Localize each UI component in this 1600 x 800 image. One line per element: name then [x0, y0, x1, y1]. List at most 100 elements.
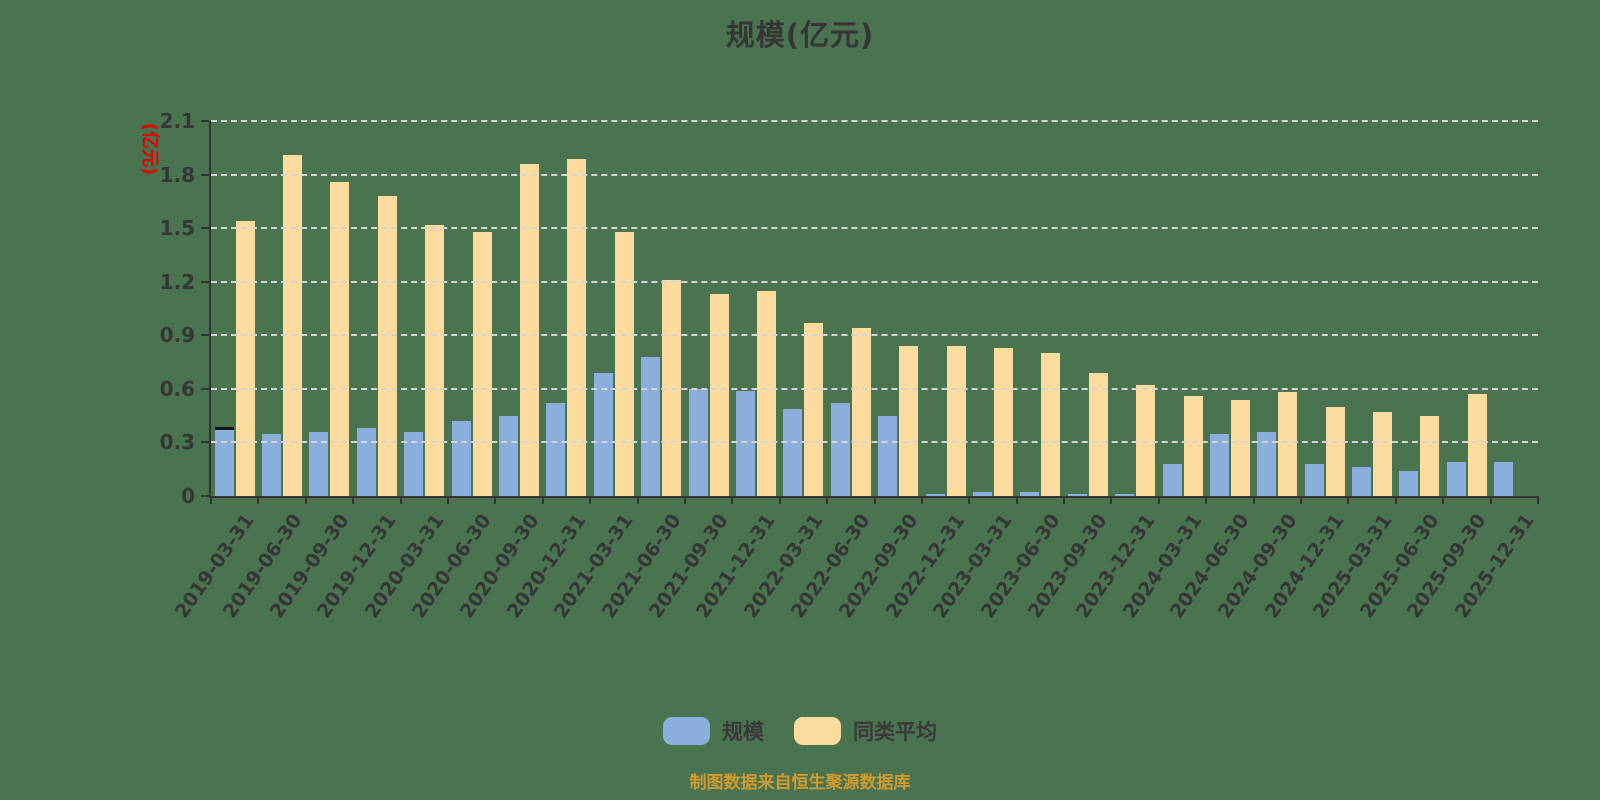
- bar-average-2023-03-31[interactable]: [993, 347, 1013, 496]
- x-axis-tick-13: [826, 496, 829, 504]
- bar-group-2025-03-31: [1348, 121, 1395, 496]
- bar-scale-2025-03-31[interactable]: [1352, 467, 1372, 496]
- bar-average-2019-06-30[interactable]: [283, 154, 303, 496]
- bar-scale-2024-12-31[interactable]: [1304, 463, 1324, 496]
- bar-average-2024-03-31[interactable]: [1183, 396, 1203, 496]
- bar-scale-2023-09-30[interactable]: [1067, 494, 1087, 496]
- bar-average-2021-12-31[interactable]: [756, 290, 776, 496]
- bar-average-2020-12-31[interactable]: [567, 158, 587, 496]
- bar-scale-2021-06-30[interactable]: [641, 356, 661, 496]
- bar-average-2019-03-31[interactable]: [235, 221, 255, 496]
- bar-average-2019-12-31[interactable]: [377, 196, 397, 496]
- y-axis-tick-1.5: [201, 227, 209, 230]
- bar-group-2024-09-30: [1254, 121, 1301, 496]
- bar-average-2020-06-30[interactable]: [472, 231, 492, 496]
- x-axis-tick-19: [1110, 496, 1113, 504]
- bar-scale-2024-09-30[interactable]: [1257, 431, 1277, 496]
- gridline-y-0.6: [211, 387, 1538, 390]
- bar-group-2019-12-31: [353, 121, 400, 496]
- bar-average-2022-03-31[interactable]: [804, 322, 824, 496]
- bar-scale-2023-12-31[interactable]: [1115, 494, 1135, 496]
- bar-average-2022-06-30[interactable]: [851, 328, 871, 496]
- bar-scale-2020-12-31[interactable]: [546, 403, 566, 496]
- bar-average-2023-12-31[interactable]: [1136, 385, 1156, 496]
- bar-group-2020-09-30: [495, 121, 542, 496]
- x-axis-tick-7: [541, 496, 544, 504]
- bar-scale-2024-06-30[interactable]: [1209, 433, 1229, 496]
- bar-average-2024-06-30[interactable]: [1230, 399, 1250, 496]
- y-axis-tick-1.8: [201, 173, 209, 176]
- bar-group-2024-12-31: [1301, 121, 1348, 496]
- bar-average-2024-12-31[interactable]: [1325, 406, 1345, 496]
- x-axis-tick-11: [731, 496, 734, 504]
- bar-average-2023-06-30[interactable]: [1041, 353, 1061, 496]
- x-axis-tick-6: [494, 496, 497, 504]
- x-axis-tick-25: [1394, 496, 1397, 504]
- bar-group-2023-09-30: [1064, 121, 1111, 496]
- legend-item-scale[interactable]: 规模: [663, 716, 764, 746]
- gridline-y-0.3: [211, 441, 1538, 444]
- bar-average-2020-03-31[interactable]: [425, 224, 445, 496]
- bar-scale-2021-03-31[interactable]: [593, 372, 613, 496]
- bar-scale-2019-06-30[interactable]: [262, 433, 282, 496]
- bar-scale-2025-06-30[interactable]: [1399, 471, 1419, 496]
- bar-average-2021-03-31[interactable]: [614, 231, 634, 496]
- bar-average-2021-09-30[interactable]: [709, 294, 729, 496]
- y-axis-label-0.3: 0.3: [159, 430, 195, 455]
- bar-scale-2022-09-30[interactable]: [878, 415, 898, 496]
- chart-title: 规模(亿元): [725, 18, 875, 52]
- bar-scale-2019-09-30[interactable]: [309, 431, 329, 496]
- bar-average-2023-09-30[interactable]: [1088, 372, 1108, 496]
- y-axis-tick-0.6: [201, 387, 209, 390]
- bar-average-2019-09-30[interactable]: [330, 181, 350, 496]
- bar-scale-2019-03-31[interactable]: [214, 426, 234, 496]
- bar-group-2023-12-31: [1111, 121, 1158, 496]
- bar-scale-2025-12-31[interactable]: [1494, 462, 1514, 496]
- legend: 规模 同类平均: [0, 716, 1600, 746]
- x-axis-tick-1: [257, 496, 260, 504]
- bar-scale-2022-03-31[interactable]: [783, 408, 803, 496]
- x-axis-tick-10: [683, 496, 686, 504]
- bar-scale-2025-09-30[interactable]: [1446, 462, 1466, 496]
- x-axis-tick-28: [1537, 496, 1539, 504]
- bar-scale-2023-06-30[interactable]: [1020, 492, 1040, 496]
- gridline-y-1.8: [211, 173, 1538, 176]
- bar-group-2019-03-31: [211, 121, 258, 496]
- x-axis-tick-12: [778, 496, 781, 504]
- x-axis-tick-20: [1157, 496, 1160, 504]
- bar-group-2021-12-31: [732, 121, 779, 496]
- x-axis-tick-21: [1205, 496, 1208, 504]
- legend-swatch-scale[interactable]: [663, 717, 710, 745]
- x-axis-tick-9: [636, 496, 639, 504]
- bar-scale-2020-09-30[interactable]: [499, 415, 519, 496]
- bar-scale-2023-03-31[interactable]: [972, 492, 992, 496]
- bar-scale-2020-06-30[interactable]: [451, 421, 471, 496]
- bar-average-2025-09-30[interactable]: [1467, 394, 1487, 496]
- bar-group-2020-12-31: [543, 121, 590, 496]
- bar-average-2024-09-30[interactable]: [1278, 392, 1298, 496]
- bar-average-2025-03-31[interactable]: [1373, 412, 1393, 496]
- y-axis-tick-0.9: [201, 334, 209, 337]
- bar-average-2022-09-30[interactable]: [899, 346, 919, 496]
- legend-item-average[interactable]: 同类平均: [794, 716, 937, 746]
- bar-group-2022-03-31: [780, 121, 827, 496]
- bar-scale-2024-03-31[interactable]: [1162, 463, 1182, 496]
- plot-area: (亿元) 0 0.3 0.6 0.9 1.2 1.5 1.8 2.1 2019-03-31 201…: [139, 109, 1539, 622]
- bar-scale-2022-06-30[interactable]: [830, 403, 850, 496]
- bar-group-2019-06-30: [258, 121, 305, 496]
- legend-swatch-average[interactable]: [794, 717, 841, 745]
- x-axis-tick-3: [352, 496, 355, 504]
- bar-group-2022-09-30: [874, 121, 921, 496]
- bar-scale-2019-12-31[interactable]: [356, 428, 376, 496]
- x-axis-tick-18: [1063, 496, 1066, 504]
- y-axis-tick-0: [201, 495, 209, 497]
- x-axis-tick-24: [1347, 496, 1350, 504]
- bar-scale-2020-03-31[interactable]: [404, 431, 424, 496]
- bar-average-2025-06-30[interactable]: [1420, 415, 1440, 496]
- x-axis-tick-23: [1300, 496, 1303, 504]
- bar-scale-2022-12-31[interactable]: [925, 494, 945, 496]
- bar-group-2021-09-30: [685, 121, 732, 496]
- bar-average-2022-12-31[interactable]: [946, 346, 966, 496]
- x-axis-tick-17: [1015, 496, 1018, 504]
- bar-average-2020-09-30[interactable]: [520, 163, 540, 496]
